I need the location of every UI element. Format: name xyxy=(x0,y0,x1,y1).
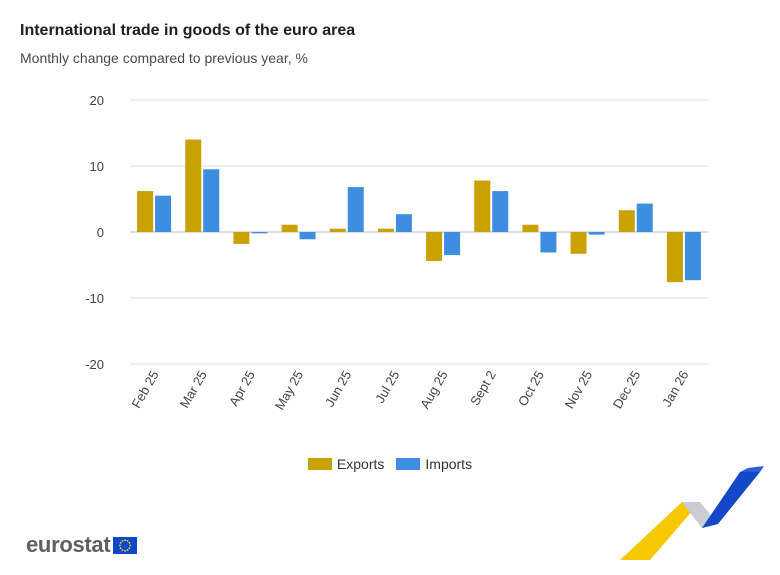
gridlines xyxy=(130,99,708,365)
bar-exports-9[interactable] xyxy=(570,232,587,254)
bar-imports-5[interactable] xyxy=(395,214,412,232)
bar-imports-6[interactable] xyxy=(444,232,461,256)
x-tick-label: Nov 25 xyxy=(562,368,596,411)
y-axis-ticks: 20 10 0 -10 -20 xyxy=(85,93,104,372)
bar-exports-4[interactable] xyxy=(329,228,346,232)
bar-exports-7[interactable] xyxy=(474,180,491,232)
decorative-ribbon-icon xyxy=(620,466,764,560)
bar-imports-3[interactable] xyxy=(299,232,316,240)
chart-title: International trade in goods of the euro… xyxy=(20,22,356,39)
y-tick-label: 20 xyxy=(90,93,104,108)
bar-exports-1[interactable] xyxy=(185,139,202,232)
bar-exports-5[interactable] xyxy=(377,228,394,232)
legend-swatch-exports xyxy=(307,458,332,470)
bar-imports-8[interactable] xyxy=(540,232,557,253)
legend-label-imports: Imports xyxy=(425,456,473,472)
y-tick-label: 10 xyxy=(90,159,104,174)
bar-imports-4[interactable] xyxy=(347,187,364,232)
bar-exports-10[interactable] xyxy=(618,210,635,232)
legend: Exports Imports xyxy=(0,456,780,472)
bar-imports-9[interactable] xyxy=(588,232,605,235)
legend-label-exports: Exports xyxy=(336,456,385,472)
y-tick-label: 0 xyxy=(97,225,104,240)
bar-exports-6[interactable] xyxy=(426,232,443,262)
y-tick-label: -20 xyxy=(85,357,104,372)
x-tick-label: Aug 25 xyxy=(417,368,451,411)
legend-item-exports[interactable]: Exports xyxy=(307,456,385,472)
x-tick-label: Sept 2 xyxy=(467,368,499,408)
legend-item-imports[interactable]: Imports xyxy=(396,456,472,472)
bar-exports-3[interactable] xyxy=(281,224,298,232)
x-tick-label: Jun 25 xyxy=(322,368,355,409)
bar-chart: 20 10 0 -10 -20 Feb 25 Mar 25 Apr 25 May 25 Jun … xyxy=(85,93,708,412)
bar-imports-1[interactable] xyxy=(203,169,220,232)
bar-exports-0[interactable] xyxy=(137,191,154,232)
bar-imports-10[interactable] xyxy=(636,203,653,232)
x-tick-label: May 25 xyxy=(272,368,306,412)
bars xyxy=(137,139,701,283)
y-tick-label: -10 xyxy=(85,291,104,306)
x-tick-label: Jan 26 xyxy=(659,368,692,409)
chart-subtitle: Monthly change compared to previous year… xyxy=(20,50,308,66)
bar-exports-8[interactable] xyxy=(522,224,539,232)
bar-exports-2[interactable] xyxy=(233,232,250,244)
x-tick-label: Oct 25 xyxy=(515,368,547,409)
x-tick-label: Feb 25 xyxy=(128,368,161,411)
logo-text: eurostat xyxy=(26,532,111,557)
bar-imports-2[interactable] xyxy=(251,232,268,234)
x-tick-label: Mar 25 xyxy=(177,368,210,411)
bar-exports-11[interactable] xyxy=(666,232,683,283)
x-axis-ticks: Feb 25 Mar 25 Apr 25 May 25 Jun 25 Jul 25 Aug … xyxy=(128,368,691,412)
bar-imports-11[interactable] xyxy=(684,232,701,281)
eurostat-logo: eurostat xyxy=(26,532,138,558)
eu-flag-icon xyxy=(113,536,138,554)
bar-imports-7[interactable] xyxy=(492,191,509,232)
bar-imports-0[interactable] xyxy=(155,195,172,232)
x-tick-label: Apr 25 xyxy=(226,368,258,409)
legend-swatch-imports xyxy=(396,458,421,470)
x-tick-label: Jul 25 xyxy=(372,368,402,406)
x-tick-label: Dec 25 xyxy=(610,368,644,411)
